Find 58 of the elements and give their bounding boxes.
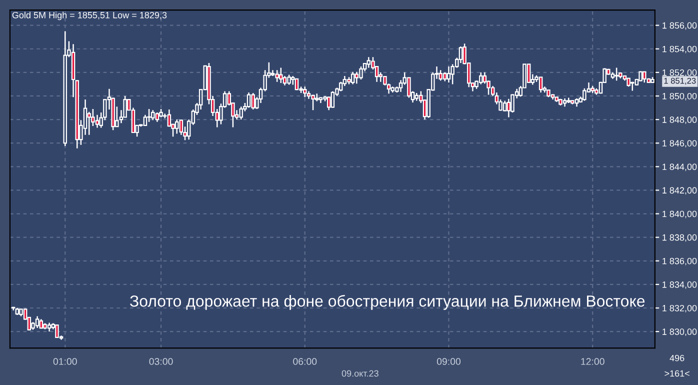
candlestick <box>167 108 172 128</box>
candlestick <box>538 76 543 94</box>
candlestick <box>151 110 155 121</box>
candlestick <box>458 46 463 64</box>
candlestick <box>354 71 359 84</box>
candlestick <box>350 71 355 85</box>
candlestick <box>502 100 507 112</box>
candlestick <box>287 74 291 86</box>
text: >161< <box>664 370 690 377</box>
y-tick-label: 1 834,00 <box>662 281 697 289</box>
candlestick <box>311 94 315 111</box>
candlestick <box>642 71 646 84</box>
candlestick <box>614 67 618 82</box>
candlestick <box>155 112 160 123</box>
candlestick <box>359 66 363 80</box>
y-tick-label: 1 830,00 <box>662 328 697 336</box>
candlestick <box>95 114 100 128</box>
y-tick-label: 1 854,00 <box>662 46 697 54</box>
candlestick <box>147 108 151 123</box>
x-tick-label: 01:00 <box>53 358 77 365</box>
x-tick-label: 09:00 <box>436 358 461 365</box>
annotation: Золото дорожает на фоне обострения ситуации на Ближнем Востоке <box>130 294 645 310</box>
candlestick <box>251 92 255 110</box>
candlestick <box>174 118 179 134</box>
candlestick <box>446 66 451 84</box>
candlestick <box>303 86 307 98</box>
candlestick <box>279 67 283 84</box>
chart-title: Gold 5M High = 1855,51 Low = 1829,3 <box>12 12 167 20</box>
y-tick-label: 1 844,00 <box>662 164 697 172</box>
x-tick-label: 12:00 <box>581 358 604 365</box>
candlestick <box>246 92 251 108</box>
y-tick-label: 1 842,00 <box>662 187 697 195</box>
candlestick <box>35 316 40 329</box>
y-tick-label: 1 848,00 <box>662 116 697 124</box>
annotation: 1 851,23 <box>664 78 696 85</box>
y-tick-label: 1 846,00 <box>662 140 697 148</box>
y-tick-label: 1 838,00 <box>662 234 697 242</box>
text: 09.окт.23 <box>342 370 378 377</box>
y-tick-label: 1 852,00 <box>662 69 697 77</box>
candlestick <box>478 72 483 85</box>
y-tick-label: 1 850,00 <box>662 92 697 100</box>
y-tick-label: 1 840,00 <box>662 210 697 218</box>
text: 496 <box>670 354 684 362</box>
candlestick <box>326 96 331 111</box>
y-tick-label: 1 832,00 <box>662 304 697 312</box>
x-tick-label: 03:00 <box>149 358 173 365</box>
candlestick <box>275 69 279 82</box>
candlestick <box>407 77 411 98</box>
candlestick <box>87 111 91 136</box>
candlestick <box>330 90 335 108</box>
x-tick-label: 06:00 <box>293 358 317 365</box>
candlestick <box>482 72 487 84</box>
y-tick-label: 1 836,00 <box>662 258 697 266</box>
candlestick <box>582 88 586 102</box>
candlestick <box>239 106 243 120</box>
y-tick-label: 1 856,00 <box>662 22 697 30</box>
candlestick <box>366 56 371 68</box>
candlestick <box>506 98 511 118</box>
